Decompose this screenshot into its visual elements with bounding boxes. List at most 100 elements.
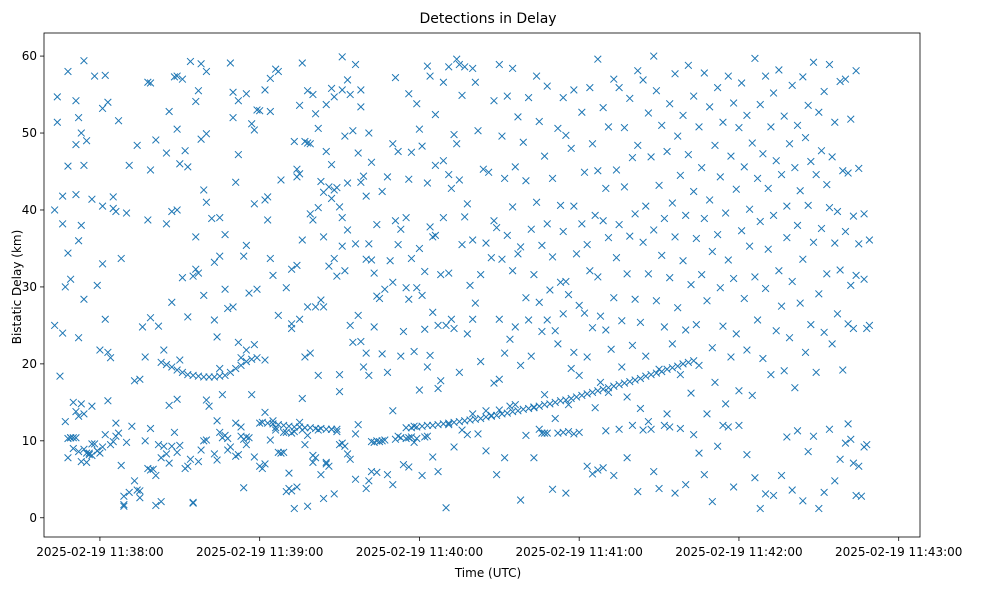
data-point xyxy=(88,402,96,410)
data-point xyxy=(197,446,205,454)
data-point xyxy=(213,456,221,464)
data-point xyxy=(849,459,858,467)
data-point xyxy=(144,216,152,224)
data-point xyxy=(479,165,488,173)
data-point xyxy=(80,56,88,65)
data-point xyxy=(743,111,751,120)
data-point xyxy=(743,450,751,459)
data-point xyxy=(620,379,629,387)
data-point xyxy=(391,73,400,82)
data-point xyxy=(439,156,448,165)
data-point xyxy=(663,147,671,156)
data-point xyxy=(612,166,621,174)
data-point xyxy=(596,312,605,320)
data-point xyxy=(695,123,703,131)
data-point xyxy=(793,121,802,130)
data-point xyxy=(737,79,746,87)
data-point xyxy=(303,86,312,95)
data-point xyxy=(61,417,70,426)
data-point xyxy=(311,453,320,462)
data-point xyxy=(610,382,618,390)
data-point xyxy=(713,230,722,239)
data-point xyxy=(333,427,341,436)
data-point xyxy=(365,240,373,248)
data-point xyxy=(671,70,679,78)
data-point xyxy=(154,440,163,449)
data-point xyxy=(399,327,408,336)
data-point xyxy=(136,487,144,495)
data-point xyxy=(727,353,735,361)
data-point xyxy=(644,417,653,426)
data-point xyxy=(210,258,219,267)
data-point xyxy=(503,231,512,240)
data-point xyxy=(114,429,123,437)
data-point xyxy=(807,320,815,329)
data-point xyxy=(775,66,783,74)
data-point xyxy=(572,250,581,258)
y-axis-ticks: 0 10 20 30 40 50 60 xyxy=(22,49,44,525)
data-point xyxy=(652,369,661,377)
data-point xyxy=(98,260,107,268)
data-point xyxy=(516,496,525,504)
data-point xyxy=(455,176,464,184)
data-point xyxy=(820,488,828,497)
data-point xyxy=(522,293,530,302)
data-point xyxy=(221,371,229,380)
data-point xyxy=(580,309,589,317)
data-point xyxy=(282,428,291,437)
data-point xyxy=(684,61,693,70)
data-point xyxy=(455,368,464,377)
data-point xyxy=(649,226,658,234)
data-point xyxy=(202,130,211,138)
data-point xyxy=(173,125,181,133)
data-point xyxy=(50,321,59,330)
data-point xyxy=(205,373,213,381)
data-point xyxy=(242,346,251,354)
data-point xyxy=(641,202,650,210)
data-point xyxy=(476,270,485,279)
data-point xyxy=(508,64,517,73)
data-point xyxy=(847,281,855,290)
data-point xyxy=(341,267,349,275)
data-point xyxy=(359,172,368,180)
data-point xyxy=(724,72,733,80)
data-point xyxy=(125,488,133,497)
data-point xyxy=(737,226,746,235)
data-point xyxy=(487,253,496,262)
data-point xyxy=(215,428,224,437)
data-point xyxy=(634,66,642,75)
data-point xyxy=(788,277,796,286)
data-point xyxy=(402,283,410,292)
data-point xyxy=(855,462,863,470)
data-point xyxy=(618,363,626,371)
data-point xyxy=(421,325,429,333)
data-point xyxy=(724,256,733,264)
data-point xyxy=(812,170,820,179)
data-point xyxy=(487,411,496,420)
data-point xyxy=(234,450,243,459)
data-point xyxy=(527,352,536,360)
data-point xyxy=(599,216,607,225)
data-point xyxy=(245,433,253,442)
data-point xyxy=(596,378,605,387)
data-point xyxy=(74,447,83,456)
data-point xyxy=(626,94,634,103)
data-point xyxy=(594,166,602,175)
data-point xyxy=(663,410,671,418)
data-point xyxy=(444,63,453,71)
data-point xyxy=(74,412,83,420)
data-point xyxy=(122,438,131,447)
data-point xyxy=(96,449,104,457)
data-point xyxy=(128,422,136,430)
data-point xyxy=(532,72,541,80)
data-point xyxy=(349,126,357,135)
data-point xyxy=(527,225,536,233)
data-point xyxy=(343,76,352,84)
data-point xyxy=(434,384,442,393)
data-point xyxy=(428,308,437,317)
data-point xyxy=(226,59,235,67)
data-point xyxy=(783,433,791,441)
data-point xyxy=(421,433,429,441)
data-point xyxy=(668,199,677,207)
data-point xyxy=(599,385,607,394)
